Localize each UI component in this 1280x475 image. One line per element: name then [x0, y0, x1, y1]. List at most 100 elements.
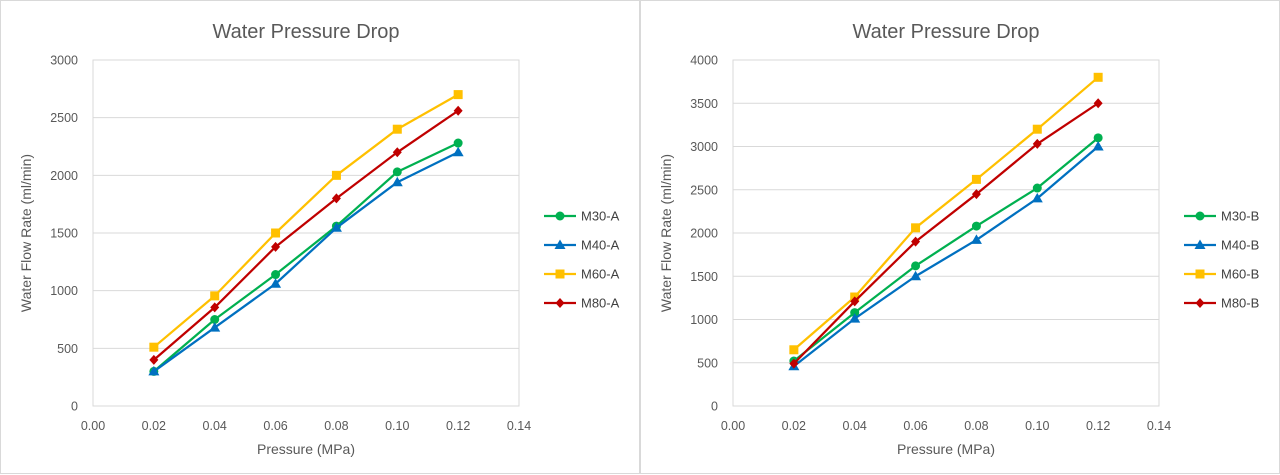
data-point [911, 236, 921, 247]
y-tick-label: 2500 [690, 183, 718, 197]
data-point [789, 358, 799, 369]
data-point [1032, 183, 1042, 193]
legend-item: M80-B [1184, 296, 1259, 311]
data-point [1093, 133, 1103, 143]
x-tick-label: 0.14 [1147, 419, 1171, 433]
chart-panel-right: 0 500 1000 1500 2000 2500 3000 3500 4000 0.00 0.02… [640, 0, 1280, 474]
data-point [1092, 141, 1104, 151]
data-point [971, 174, 981, 184]
data-point [331, 193, 341, 204]
series-line [793, 76, 1099, 351]
data-point [453, 90, 463, 100]
data-point [453, 138, 463, 148]
y-tick-label: 1000 [690, 313, 718, 327]
series-m80-b [789, 98, 1103, 369]
legend-item: M40-A [544, 238, 620, 253]
data-point [392, 147, 402, 158]
data-point [1032, 138, 1042, 149]
data-point [210, 302, 220, 313]
data-point [149, 354, 159, 365]
legend-item: M80-A [544, 296, 620, 311]
legend-label: M30-A [581, 209, 620, 224]
legend-label: M30-B [1221, 209, 1259, 224]
data-point [971, 221, 981, 231]
chart-title: Water Pressure Drop [212, 21, 399, 43]
x-axis-title: Pressure (MPa) [897, 441, 995, 457]
x-tick-label: 0.00 [721, 419, 745, 433]
data-point [849, 313, 861, 323]
data-point [148, 365, 160, 376]
data-point [971, 189, 981, 200]
y-tick-label: 2500 [50, 111, 78, 125]
data-point [271, 228, 281, 238]
legend-label: M80-B [1221, 296, 1259, 311]
x-tick-label: 0.08 [324, 419, 348, 433]
x-tick-label: 0.02 [142, 419, 166, 433]
data-point [970, 234, 982, 244]
legend-item: M30-A [544, 209, 620, 224]
legend-marker [555, 298, 565, 308]
series-m40-b [788, 141, 1104, 371]
x-tick-label: 0.00 [81, 419, 105, 433]
data-point [271, 241, 281, 252]
series-line [793, 102, 1099, 365]
data-point [1032, 124, 1042, 134]
legend-item: M60-A [544, 267, 620, 282]
chart-title: Water Pressure Drop [852, 21, 1039, 43]
legend-item: M60-B [1184, 267, 1259, 282]
data-point [911, 223, 921, 233]
x-axis-title: Pressure (MPa) [257, 441, 355, 457]
y-tick-label: 4000 [690, 54, 718, 68]
legend-item: M30-B [1184, 209, 1259, 224]
legend-item: M40-B [1184, 238, 1259, 253]
chart-right-svg: 0 500 1000 1500 2000 2500 3000 3500 4000 0.00 0.02… [658, 21, 1259, 457]
y-axis-title: Water Flow Rate (ml/min) [658, 154, 674, 312]
data-point [391, 176, 403, 187]
y-tick-label: 2000 [50, 169, 78, 183]
legend-marker [1195, 211, 1205, 221]
data-point [789, 345, 799, 355]
series-m60-a [149, 90, 463, 352]
y-tick-label: 3500 [690, 97, 718, 111]
y-tick-label: 3000 [50, 54, 78, 68]
data-point [209, 322, 221, 332]
x-tick-label: 0.10 [385, 419, 409, 433]
legend-marker [555, 269, 565, 279]
y-tick-label: 500 [697, 356, 718, 370]
data-point [210, 315, 220, 324]
x-tick-label: 0.06 [263, 419, 287, 433]
series-line [153, 142, 459, 373]
y-tick-label: 3000 [690, 140, 718, 154]
x-tick-label: 0.12 [446, 419, 470, 433]
legend-marker [1195, 298, 1205, 308]
legend-label: M40-B [1221, 238, 1259, 253]
x-tick-label: 0.02 [782, 419, 806, 433]
series-line [153, 93, 459, 349]
data-point [392, 167, 402, 177]
series-m80-a [149, 105, 463, 365]
data-point [392, 124, 402, 134]
data-point [910, 270, 922, 281]
x-tick-label: 0.06 [903, 419, 927, 433]
chart-panel-left: 0 500 1000 1500 2000 2500 3000 0.00 0.02 0.04 0.06… [0, 0, 640, 474]
y-tick-label: 2000 [690, 227, 718, 241]
x-tick-label: 0.10 [1025, 419, 1049, 433]
x-tick-label: 0.04 [843, 419, 867, 433]
series-m40-a [148, 146, 464, 376]
series-line [153, 109, 459, 361]
chart-left-svg: 0 500 1000 1500 2000 2500 3000 0.00 0.02 0.04 0.06… [18, 21, 620, 457]
legend-marker [1194, 239, 1206, 249]
legend-label: M40-A [581, 238, 620, 253]
data-point [149, 342, 159, 352]
y-tick-label: 0 [711, 400, 718, 414]
y-tick-label: 1500 [690, 270, 718, 284]
legend-label: M60-A [581, 267, 620, 282]
data-point [1093, 98, 1103, 109]
data-point [271, 270, 281, 280]
x-tick-label: 0.14 [507, 419, 531, 433]
data-point [452, 146, 464, 157]
legend-label: M60-B [1221, 267, 1259, 282]
y-tick-label: 500 [57, 342, 78, 356]
data-point [1093, 72, 1103, 82]
